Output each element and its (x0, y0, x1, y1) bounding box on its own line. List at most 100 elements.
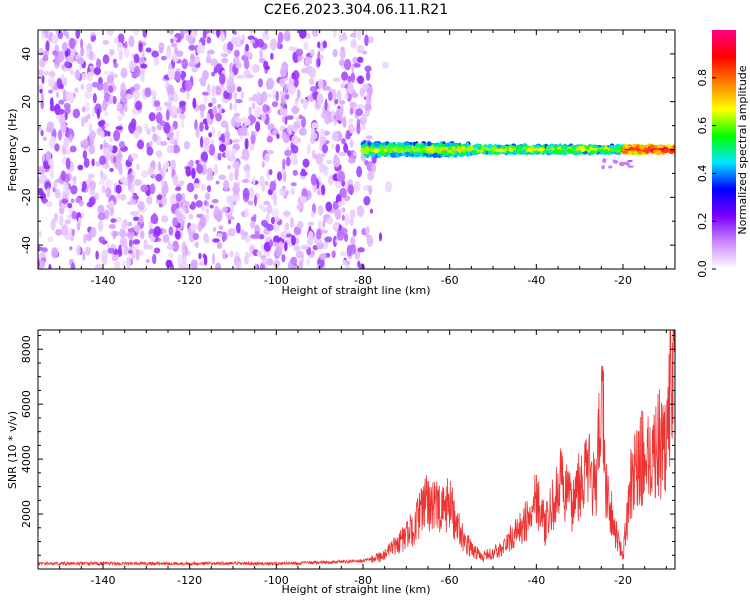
heatmap-cell (108, 85, 114, 93)
y-tick-label: -40 (20, 236, 33, 254)
heatmap-cell (194, 119, 198, 131)
heatmap-cell (301, 244, 309, 250)
heatmap-cell (302, 158, 310, 168)
heatmap-cell (115, 125, 123, 131)
heatmap-cell (232, 30, 237, 35)
heatmap-cell (340, 83, 345, 89)
heatmap-cell (288, 46, 296, 52)
heatmap-cell (355, 108, 364, 117)
x-tick-label: -140 (91, 574, 116, 587)
heatmap-cell (51, 33, 59, 45)
heatmap-cell (349, 107, 354, 115)
heatmap-cell (663, 150, 667, 153)
heatmap-cell (319, 128, 326, 138)
heatmap-cell (61, 41, 68, 52)
heatmap-cell (290, 182, 297, 187)
heatmap-cell (308, 78, 315, 85)
heatmap-cell (330, 143, 335, 149)
heatmap-cell (175, 107, 183, 115)
heatmap-cell (150, 89, 158, 98)
heatmap-cell (165, 259, 173, 268)
heatmap-cell (597, 151, 601, 154)
heatmap-cell (264, 180, 269, 186)
heatmap-cell (296, 88, 301, 100)
heatmap-cell (553, 144, 559, 150)
heatmap-cell (426, 141, 432, 147)
heatmap-cell (364, 65, 372, 72)
heatmap-cell (269, 180, 276, 192)
heatmap-cell (227, 164, 232, 170)
heatmap-cell (243, 164, 251, 172)
heatmap-cell (41, 247, 48, 253)
heatmap-cell (159, 120, 166, 127)
heatmap-cell (502, 145, 505, 150)
heatmap-cell (216, 241, 223, 250)
heatmap-cell (48, 138, 55, 149)
heatmap-cell (131, 252, 136, 260)
heatmap-cell (290, 187, 296, 196)
heatmap-cell (248, 187, 255, 199)
heatmap-cell (526, 148, 533, 152)
heatmap-cell (172, 173, 179, 186)
heatmap-cell (356, 56, 364, 64)
heatmap-cell (166, 145, 175, 154)
heatmap-cell (310, 173, 318, 186)
heatmap-cell (113, 260, 121, 269)
heatmap-cell (298, 30, 307, 39)
heatmap-cell (246, 252, 252, 258)
heatmap-cell (81, 106, 86, 113)
heatmap-cell (116, 193, 122, 200)
heatmap-cell (38, 260, 46, 269)
heatmap-cell (175, 192, 183, 203)
heatmap-cell (112, 73, 118, 78)
heatmap-cell (141, 68, 145, 75)
heatmap-cell (316, 92, 323, 105)
heatmap-cell (364, 103, 372, 112)
heatmap-cell (63, 102, 71, 110)
heatmap-cell (515, 150, 521, 154)
heatmap-cell (317, 58, 321, 67)
heatmap-cell (452, 145, 456, 151)
heatmap-cell (40, 129, 44, 137)
heatmap-cell (117, 115, 124, 121)
heatmap-cell (351, 92, 359, 98)
heatmap-cell (273, 259, 281, 269)
heatmap-cell (203, 95, 208, 104)
heatmap-cell (191, 66, 198, 73)
heatmap-cell (116, 42, 124, 52)
heatmap-cell (202, 165, 207, 171)
colorbar-label: Normalized spectral amplitude (736, 65, 749, 234)
spectrogram-y-label: Frequency (Hz) (6, 109, 19, 192)
heatmap-cell (177, 254, 183, 266)
heatmap-cell (92, 53, 96, 61)
heatmap-cell (600, 149, 605, 154)
heatmap-cell (218, 143, 227, 153)
heatmap-cell (57, 108, 65, 115)
heatmap-cell (307, 230, 314, 242)
heatmap-cell (69, 145, 77, 153)
heatmap-cell (143, 239, 148, 251)
heatmap-cell (126, 256, 132, 269)
heatmap-cell (266, 77, 275, 90)
heatmap-cell (298, 259, 304, 269)
heatmap-cell (81, 72, 87, 81)
heatmap-cell (292, 169, 298, 176)
heatmap-cell (355, 104, 364, 110)
heatmap-cell (41, 198, 49, 204)
heatmap-cell (262, 207, 267, 213)
heatmap-cell (233, 49, 240, 58)
heatmap-cell (331, 250, 336, 259)
heatmap-cell (293, 101, 299, 107)
heatmap-cell (339, 48, 346, 60)
heatmap-cell (203, 255, 208, 266)
heatmap-cell (57, 30, 64, 40)
heatmap-cell (258, 78, 263, 88)
heatmap-cell (332, 77, 341, 83)
heatmap-cell (359, 87, 365, 98)
heatmap-cell (348, 118, 354, 124)
heatmap-cell (259, 48, 263, 59)
heatmap-cell (60, 170, 66, 182)
heatmap-cell (355, 249, 360, 260)
heatmap-cell (168, 226, 174, 236)
heatmap-cell (562, 146, 568, 149)
